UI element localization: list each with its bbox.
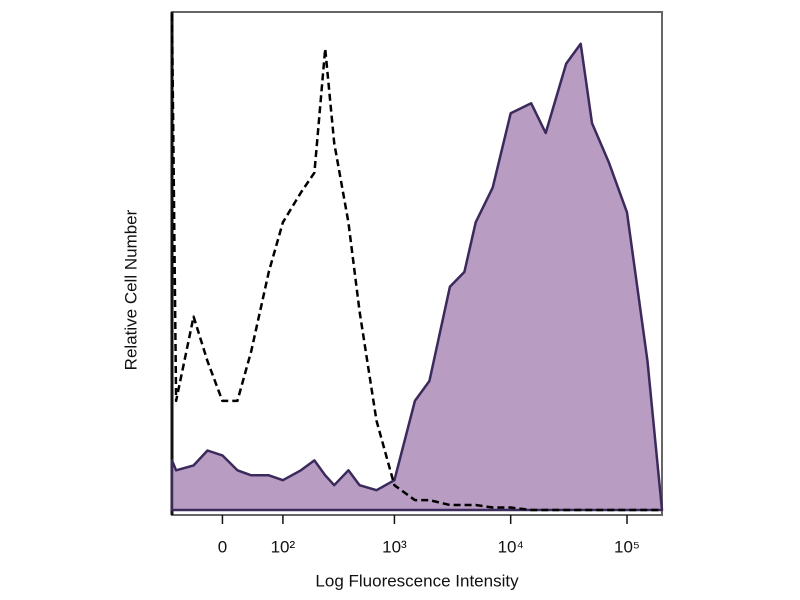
x-tick-label: 10⁴ — [498, 537, 524, 556]
x-axis-label: Log Fluorescence Intensity — [315, 571, 519, 590]
x-tick-label: 10³ — [382, 537, 407, 556]
dashed-histogram — [170, 13, 662, 512]
y-axis-label: Relative Cell Number — [121, 209, 140, 370]
x-tick-label: 10² — [271, 537, 296, 556]
x-tick-label: 0 — [218, 537, 227, 556]
filled-histogram — [170, 42, 664, 512]
x-tick-label: 10⁵ — [614, 537, 640, 556]
